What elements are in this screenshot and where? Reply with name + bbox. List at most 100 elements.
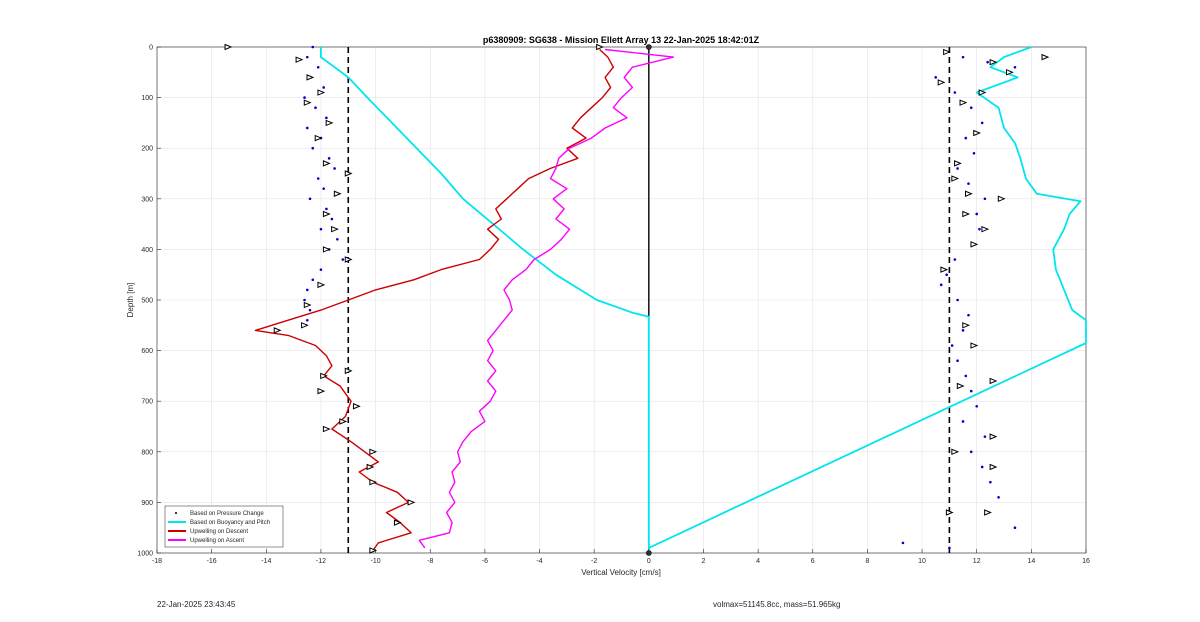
data-point	[305, 288, 309, 292]
triangle-marker	[956, 382, 965, 390]
endpoint-marker	[646, 44, 652, 50]
series-line-2	[254, 48, 614, 551]
series-line-ascent-1	[648, 46, 1087, 549]
tick-layer: -18 -16 -14 -12 -10 -8 -6 -4 -2 0 2 4 6 8 10 12 14 16 0 100…	[137, 45, 1090, 566]
y-tick-label: 500	[141, 298, 153, 305]
x-tick-label: 10	[918, 558, 926, 565]
series-line-descent-1	[319, 47, 650, 553]
x-tick-label: 6	[811, 558, 815, 565]
triangle-marker	[945, 509, 954, 516]
triangle-marker	[970, 241, 979, 248]
x-tick-label: -8	[427, 558, 433, 565]
data-point	[961, 329, 965, 332]
data-point	[950, 344, 954, 347]
triangle-marker	[303, 301, 312, 309]
y-axis-label: Depth [m]	[126, 283, 135, 318]
data-point	[948, 546, 951, 550]
triangle-marker	[596, 43, 604, 51]
triangle-marker	[989, 433, 998, 440]
data-point	[969, 389, 973, 393]
triangle-marker	[989, 463, 998, 471]
data-point	[956, 167, 959, 170]
data-point	[934, 76, 938, 79]
x-tick-label: 2	[702, 558, 706, 565]
x-tick-label: 8	[865, 558, 869, 565]
data-point	[969, 450, 973, 454]
triangle-marker	[295, 56, 304, 63]
data-point	[330, 217, 334, 221]
legend-label-buoyancy: Based on Buoyancy and Pitch	[190, 520, 270, 526]
data-point	[975, 212, 979, 216]
data-point	[311, 278, 315, 282]
y-tick-label: 400	[141, 247, 153, 254]
legend-entry-descent: Upwelling on Descent	[168, 529, 248, 535]
triangle-marker	[369, 547, 378, 554]
y-tick-label: 900	[141, 500, 153, 507]
x-tick-label: -16	[207, 558, 217, 565]
footer-glider-params: volmax=51145.8cc, mass=51.965kg	[713, 600, 841, 609]
triangle-marker	[322, 246, 331, 253]
triangle-marker	[306, 74, 315, 81]
triangle-marker	[317, 89, 326, 96]
triangle-marker	[407, 499, 416, 506]
data-point	[901, 541, 905, 545]
x-tick-label: -18	[152, 558, 162, 565]
data-point	[969, 106, 973, 110]
triangle-marker	[320, 372, 328, 380]
data-point	[322, 187, 325, 190]
triangle-marker	[333, 190, 342, 197]
triangle-marker	[314, 134, 323, 142]
data-point	[336, 237, 339, 241]
x-tick-label: -4	[536, 558, 542, 565]
triangle-marker	[937, 79, 946, 86]
data-point	[319, 227, 323, 231]
chart-title: p6380909: SG638 - Mission Ellett Array 1…	[483, 35, 760, 45]
data-point	[953, 258, 957, 261]
data-point	[986, 60, 989, 64]
x-tick-label: -2	[591, 558, 597, 565]
x-tick-label: -10	[371, 558, 381, 565]
data-point	[308, 308, 312, 312]
triangle-marker	[981, 225, 990, 233]
legend-label-pressure: Based on Pressure Change	[190, 511, 264, 517]
data-point	[983, 197, 987, 201]
triangle-marker	[393, 519, 402, 526]
data-point	[1013, 526, 1017, 529]
triangle-marker	[317, 281, 326, 289]
data-point	[956, 359, 959, 363]
triangle-marker	[224, 43, 233, 51]
y-tick-label: 1000	[137, 551, 153, 558]
triangle-marker	[344, 367, 353, 375]
data-point	[316, 177, 320, 180]
data-point	[308, 197, 312, 201]
data-point	[997, 496, 1000, 499]
triangle-marker	[989, 377, 998, 385]
triangle-marker	[325, 119, 334, 127]
y-tick-label: 200	[141, 146, 153, 153]
triangle-marker	[339, 418, 348, 425]
data-point	[964, 374, 968, 378]
data-point	[314, 106, 317, 110]
x-tick-label: 4	[756, 558, 760, 565]
triangle-marker	[997, 195, 1006, 203]
data-point	[325, 116, 328, 120]
data-point	[316, 65, 320, 69]
x-tick-label: 0	[647, 558, 651, 565]
triangle-marker	[303, 99, 312, 106]
data-point	[956, 298, 959, 302]
data-point	[319, 268, 323, 271]
legend-entry-buoyancy: Based on Buoyancy and Pitch	[168, 520, 270, 526]
data-point	[303, 298, 306, 302]
data-point	[327, 157, 331, 160]
triangle-marker	[989, 58, 998, 66]
triangle-marker	[331, 225, 339, 233]
data-point	[333, 167, 336, 170]
data-point	[1013, 65, 1017, 69]
legend-entry-ascent: Upwelling on Ascent	[168, 538, 244, 544]
x-tick-label: 14	[1027, 558, 1035, 565]
triangle-marker	[954, 160, 962, 167]
data-point	[980, 121, 984, 125]
triangle-marker	[369, 478, 378, 486]
triangle-marker	[344, 256, 353, 263]
data-point	[945, 273, 948, 277]
